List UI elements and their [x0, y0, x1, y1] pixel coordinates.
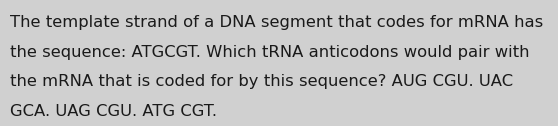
Text: the mRNA that is coded for by this sequence? AUG CGU. UAC: the mRNA that is coded for by this seque… — [10, 74, 513, 89]
Text: the sequence: ATGCGT. Which tRNA anticodons would pair with: the sequence: ATGCGT. Which tRNA anticod… — [10, 45, 530, 60]
Text: The template strand of a DNA segment that codes for mRNA has: The template strand of a DNA segment tha… — [10, 15, 543, 30]
Text: GCA. UAG CGU. ATG CGT.: GCA. UAG CGU. ATG CGT. — [10, 104, 217, 119]
